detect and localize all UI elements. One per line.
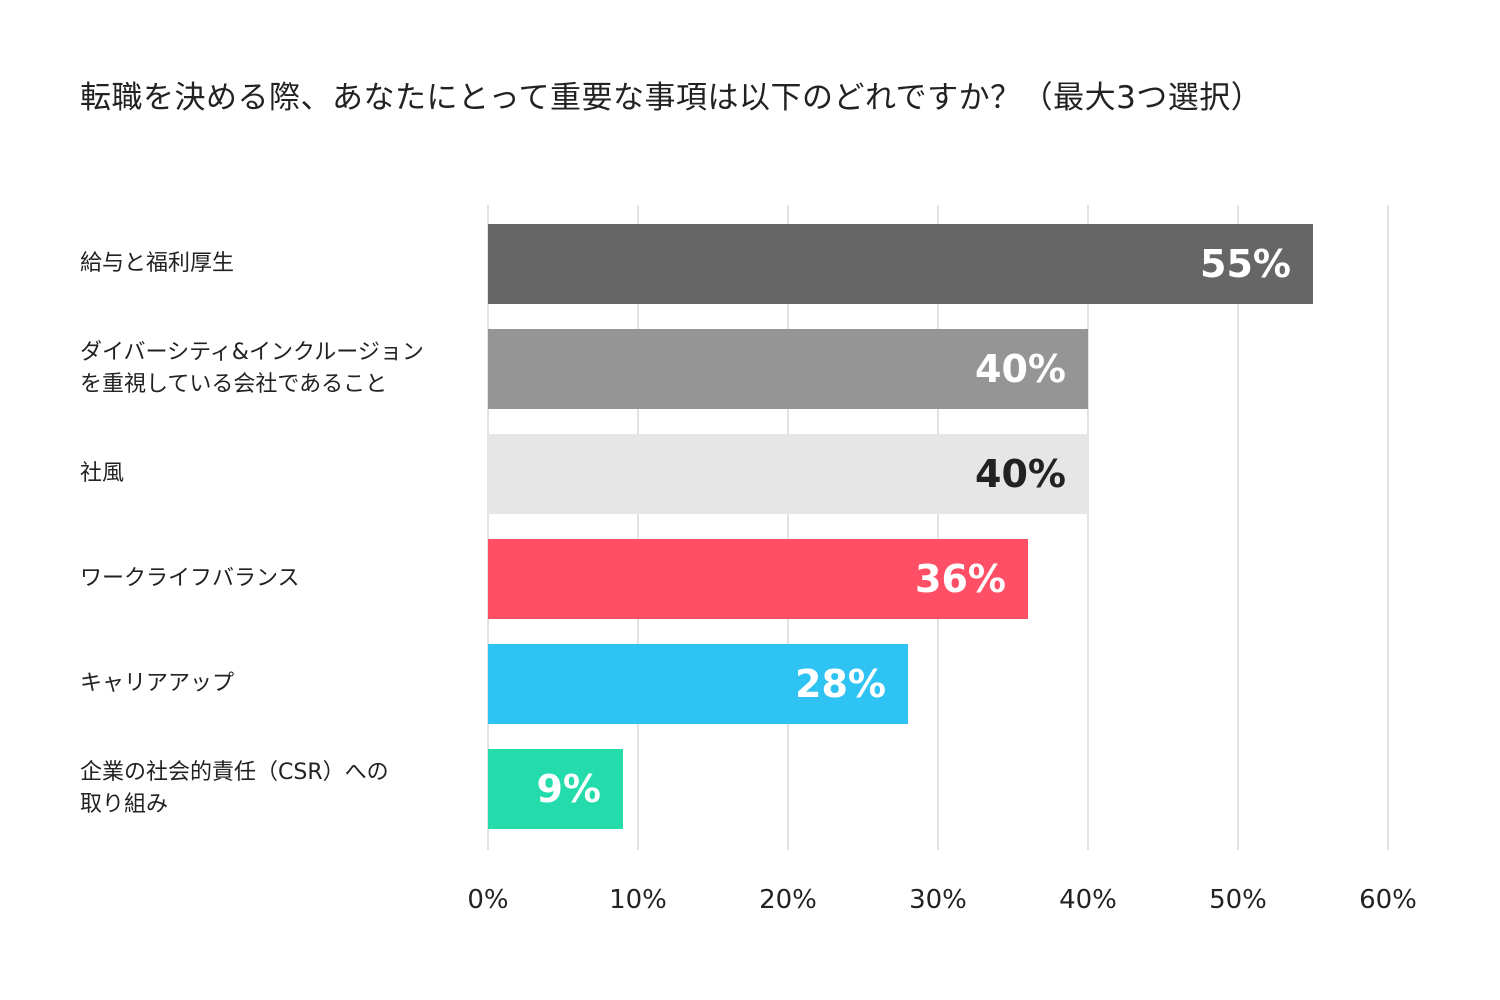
bar	[488, 539, 1028, 619]
bar-value-label: 28%	[795, 662, 886, 706]
category-label: ダイバーシティ&インクルージョン を重視している会社であること	[80, 340, 424, 397]
chart-title: 転職を決める際、あなたにとって重要な事項は以下のどれですか？（最大3つ選択）	[80, 80, 1263, 116]
bar-value-label: 9%	[536, 767, 601, 811]
x-tick-label: 0%	[467, 885, 508, 915]
category-label: ワークライフバランス	[80, 566, 300, 591]
bar-value-label: 40%	[975, 452, 1066, 496]
bar	[488, 434, 1088, 514]
bar-value-label: 36%	[915, 557, 1006, 601]
bar	[488, 749, 623, 829]
x-tick-label: 30%	[909, 885, 967, 915]
x-tick-label: 20%	[759, 885, 817, 915]
bar	[488, 329, 1088, 409]
x-tick-label: 50%	[1209, 885, 1267, 915]
category-label: キャリアアップ	[80, 671, 235, 696]
bar	[488, 224, 1313, 304]
x-tick-label: 10%	[609, 885, 667, 915]
bar-value-label: 55%	[1200, 242, 1291, 286]
category-label: 企業の社会的責任（CSR）への 取り組み	[80, 760, 389, 817]
bar-value-label: 40%	[975, 347, 1066, 391]
bar	[488, 644, 908, 724]
x-tick-label: 40%	[1059, 885, 1117, 915]
category-label: 社風	[80, 461, 125, 486]
x-tick-label: 60%	[1359, 885, 1417, 915]
category-label: 給与と福利厚生	[80, 251, 235, 276]
